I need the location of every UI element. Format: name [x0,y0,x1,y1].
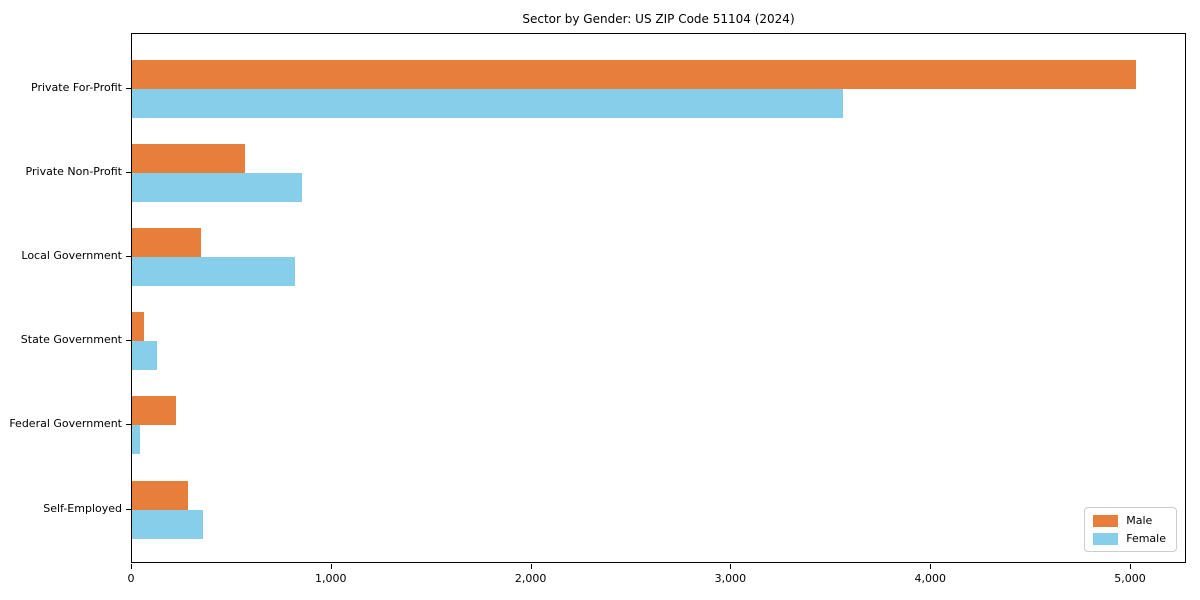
y-tick-label: Local Government [21,249,122,263]
bar-female-3 [132,341,157,371]
x-tick-label: 2,000 [514,572,547,585]
x-tick-mark [930,564,932,569]
y-tick-mark [126,508,131,510]
x-tick-mark [131,564,132,569]
y-tick-mark [126,340,131,342]
bar-male-3 [132,312,144,342]
x-tick-mark [1130,564,1132,569]
y-tick-label: Federal Government [9,417,122,431]
legend-item-female: Female [1093,532,1166,545]
y-tick-label: State Government [20,333,122,347]
legend-swatch-female [1093,532,1119,545]
x-tick-label: 1,000 [315,572,347,585]
x-tick-mark [730,564,732,569]
x-tick-label: 3,000 [714,572,747,585]
bar-female-0 [132,89,843,118]
chart-title: Sector by Gender: US ZIP Code 51104 (202… [522,12,795,26]
bar-female-5 [132,509,203,539]
y-tick-mark [126,424,131,426]
x-tick-label: 5,000 [1114,572,1146,585]
y-tick-label: Private For-Profit [31,81,122,94]
y-tick-label: Self-Employed [43,501,122,515]
y-tick-mark [126,88,131,89]
y-tick-mark [126,172,131,174]
x-tick-label: 0 [127,572,135,585]
legend: Male Female [1084,507,1177,552]
x-tick-label: 4,000 [914,572,946,585]
bar-male-4 [132,396,176,426]
x-tick-mark [330,564,332,569]
y-tick-label: Private Non-Profit [25,165,122,179]
legend-item-male: Male [1093,514,1166,527]
plot-area: Male Female [131,33,1186,563]
x-tick-mark [530,564,532,569]
legend-swatch-male [1093,514,1119,527]
bar-male-5 [132,480,188,510]
bar-male-0 [132,60,1136,89]
bar-female-2 [132,257,295,287]
bar-female-1 [132,173,302,203]
bar-female-4 [132,425,140,455]
bar-male-1 [132,144,245,174]
legend-label: Female [1126,532,1166,545]
bar-male-2 [132,228,201,258]
legend-label: Male [1126,514,1153,527]
y-tick-mark [126,256,131,258]
